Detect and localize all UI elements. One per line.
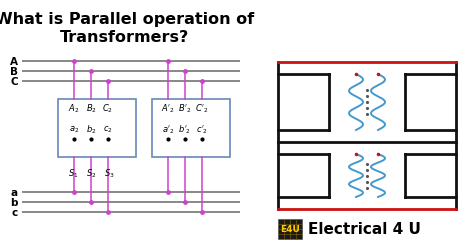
Text: Transformers?: Transformers? [60, 30, 190, 45]
Text: What is Parallel operation of: What is Parallel operation of [0, 12, 255, 27]
Text: $B_2$: $B_2$ [85, 102, 96, 115]
Text: c: c [12, 207, 18, 217]
Text: $c_2$: $c_2$ [103, 124, 113, 135]
Bar [278, 219, 302, 239]
Text: E4U: E4U [280, 225, 300, 234]
Text: $C'_2$: $C'_2$ [195, 102, 209, 115]
Bar [58, 100, 136, 158]
Text: $A'_2$: $A'_2$ [161, 102, 175, 115]
Text: b: b [10, 197, 18, 207]
Text: A: A [10, 57, 18, 67]
Text: $c'_2$: $c'_2$ [196, 123, 208, 136]
Text: $A_2$: $A_2$ [68, 102, 80, 115]
Text: Electrical 4 U: Electrical 4 U [308, 222, 421, 237]
Text: $B'_2$: $B'_2$ [178, 102, 192, 115]
Text: $a'_2$: $a'_2$ [162, 123, 174, 136]
Text: $b_2$: $b_2$ [86, 123, 96, 136]
Text: $S_3$: $S_3$ [104, 167, 114, 179]
Text: $S_1$: $S_1$ [68, 167, 78, 179]
Text: $C_2$: $C_2$ [102, 102, 113, 115]
Bar [152, 100, 230, 158]
Text: B: B [10, 67, 18, 77]
Text: $b'_2$: $b'_2$ [178, 123, 191, 136]
Text: $S_2$: $S_2$ [86, 167, 96, 179]
Text: a: a [11, 187, 18, 197]
Text: $a_2$: $a_2$ [69, 124, 79, 135]
Text: C: C [10, 77, 18, 87]
